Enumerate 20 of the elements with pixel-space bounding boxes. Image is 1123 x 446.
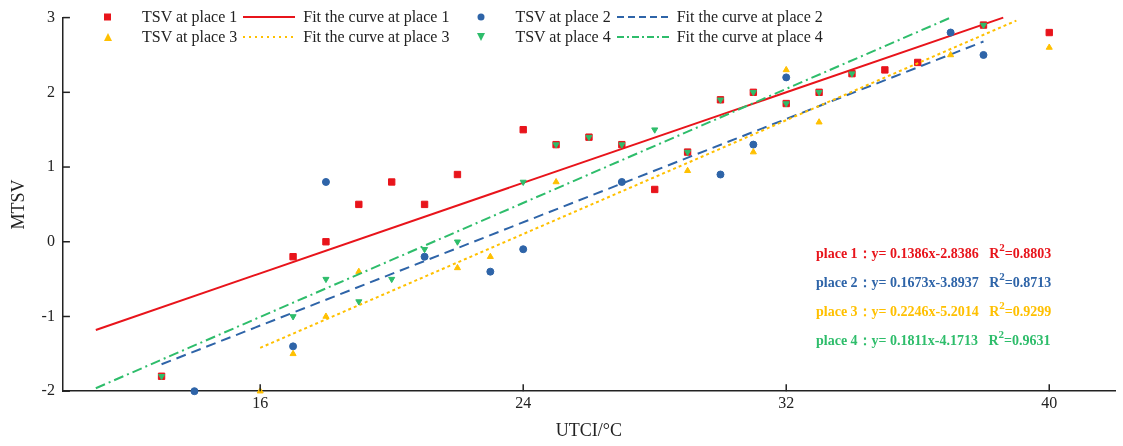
y-tick-label: -2 <box>41 381 55 399</box>
y-axis-title: MTSV <box>7 179 28 230</box>
x-axis-title: UTCI/°C <box>555 419 623 440</box>
x-tick-label: 24 <box>515 394 532 411</box>
y-tick-label: 1 <box>46 157 55 175</box>
legend-label: TSV at place 4 <box>515 28 611 46</box>
x-tick-label: 16 <box>252 394 269 411</box>
legend-label: TSV at place 3 <box>142 28 238 46</box>
legend-label: TSV at place 1 <box>142 8 238 26</box>
y-tick-label: 0 <box>46 231 55 249</box>
legend-label: Fit the curve at place 3 <box>303 28 450 46</box>
y-tick-label: 2 <box>46 82 55 100</box>
legend-label: TSV at place 2 <box>515 8 611 26</box>
y-tick-label: 3 <box>46 7 55 25</box>
x-tick-label: 40 <box>1041 394 1058 411</box>
legend-label: Fit the curve at place 1 <box>303 8 450 26</box>
x-tick-label: 32 <box>778 394 795 411</box>
y-tick-label: -1 <box>41 306 55 324</box>
legend-label: Fit the curve at place 2 <box>676 8 823 26</box>
legend-label: Fit the curve at place 4 <box>676 28 823 46</box>
